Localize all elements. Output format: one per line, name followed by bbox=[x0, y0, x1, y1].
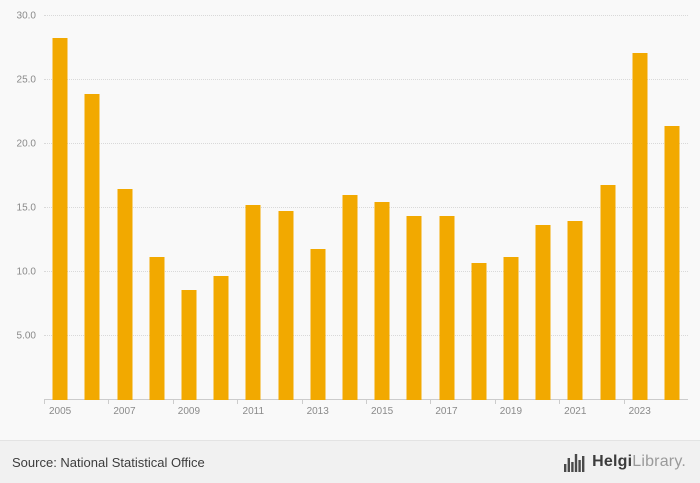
x-axis-tick bbox=[301, 400, 303, 404]
bar-2021 bbox=[567, 220, 583, 400]
logo-text-library: Library. bbox=[632, 453, 686, 470]
x-axis-tick bbox=[108, 400, 110, 404]
x-tick-label: 2007 bbox=[113, 406, 136, 417]
x-axis-tick bbox=[430, 400, 432, 404]
x-tick-label: 2023 bbox=[628, 406, 651, 417]
footer: Source: National Statistical Office Helg… bbox=[0, 440, 700, 483]
plot-area: 5.00 10.0 15.0 20.0 25.0 30.0 2005 2007 2009 2011… bbox=[17, 11, 688, 417]
source-text: Source: National Statistical Office bbox=[12, 454, 205, 470]
bar-2018 bbox=[471, 263, 487, 400]
x-axis-tick bbox=[623, 400, 625, 404]
bar-2022 bbox=[600, 184, 615, 400]
bar-2007 bbox=[117, 188, 132, 400]
bar-2006 bbox=[84, 94, 100, 400]
gridline bbox=[44, 143, 688, 144]
gridline bbox=[44, 335, 688, 336]
bar-chart-icon bbox=[564, 452, 586, 472]
x-tick-label: 2017 bbox=[435, 406, 458, 417]
bar-chart: 5.00 10.0 15.0 20.0 25.0 30.0 2005 2007 2009 2011… bbox=[17, 11, 688, 417]
x-axis-tick bbox=[44, 400, 45, 404]
bar-2024 bbox=[664, 126, 680, 400]
bar-2005 bbox=[52, 37, 68, 400]
x-axis-tick bbox=[494, 400, 496, 404]
x-axis-line bbox=[44, 399, 688, 400]
bar-2017 bbox=[439, 215, 454, 400]
gridline bbox=[44, 79, 688, 80]
logo-text-helgi: Helgi bbox=[592, 453, 633, 470]
x-tick-label: 2011 bbox=[242, 406, 265, 417]
bar-2019 bbox=[503, 256, 519, 400]
helgi-library-logo[interactable]: HelgiLibrary. bbox=[564, 452, 686, 472]
x-axis-tick bbox=[172, 400, 174, 404]
y-tick-label: 15.0 bbox=[16, 202, 36, 214]
x-tick-label: 2021 bbox=[564, 406, 587, 417]
x-tick-label: 2013 bbox=[306, 406, 329, 417]
y-tick-label: 20.0 bbox=[16, 138, 36, 150]
x-tick-label: 2005 bbox=[48, 406, 72, 417]
logo-text: HelgiLibrary. bbox=[592, 453, 686, 471]
bar-2014 bbox=[342, 195, 358, 400]
bar-2013 bbox=[310, 248, 326, 400]
gridline bbox=[44, 15, 688, 16]
bar-2009 bbox=[181, 289, 197, 400]
bar-2011 bbox=[245, 205, 261, 400]
x-axis-tick bbox=[237, 400, 239, 404]
bar-2012 bbox=[278, 210, 293, 400]
x-tick-label: 2019 bbox=[499, 406, 523, 417]
x-axis-tick bbox=[559, 400, 561, 404]
y-tick-label: 10.0 bbox=[16, 266, 36, 278]
bar-2023 bbox=[632, 53, 648, 400]
y-tick-label: 5.00 bbox=[16, 330, 36, 342]
gridline bbox=[44, 207, 688, 208]
bar-2020 bbox=[535, 224, 551, 400]
bar-2016 bbox=[406, 215, 422, 400]
x-axis-tick bbox=[366, 400, 367, 404]
y-tick-label: 25.0 bbox=[16, 74, 36, 86]
bar-2010 bbox=[213, 275, 229, 400]
y-tick-label: 30.0 bbox=[16, 10, 36, 22]
gridline bbox=[44, 271, 688, 272]
x-tick-label: 2015 bbox=[370, 406, 394, 417]
bar-2015 bbox=[374, 201, 390, 400]
bar-2008 bbox=[149, 256, 165, 400]
x-tick-label: 2009 bbox=[177, 406, 201, 417]
